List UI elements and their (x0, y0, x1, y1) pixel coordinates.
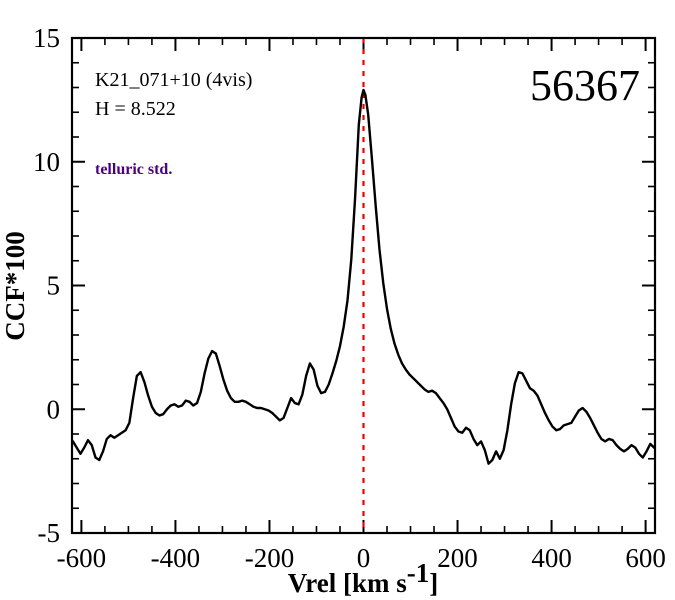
x-tick-label: 600 (625, 543, 666, 573)
axis-ticks (72, 37, 655, 534)
y-tick-label: 0 (47, 394, 61, 424)
epoch-id-label: 56367 (530, 61, 640, 110)
x-tick-label: -200 (245, 543, 295, 573)
y-tick-label: 15 (33, 23, 60, 53)
ccf-data-curve (71, 88, 656, 465)
x-tick-label: 200 (437, 543, 478, 573)
telluric-std-label: telluric std. (95, 161, 172, 178)
magnitude-label: H = 8.522 (95, 98, 176, 120)
axis-tick-labels: -600 -400 -200 0 200 400 600 -5 0 5 10 15 (33, 23, 666, 573)
x-tick-label: 0 (357, 543, 371, 573)
y-tick-label: -5 (38, 518, 61, 548)
x-axis-title-exponent: -1 (407, 558, 430, 588)
plot-frame (70, 36, 657, 535)
target-name-label: K21_071+10 (4vis) (95, 69, 252, 91)
x-tick-label: -400 (151, 543, 201, 573)
x-axis-title-closing: ] (429, 568, 438, 598)
y-tick-label: 5 (47, 271, 61, 301)
y-tick-label: 10 (33, 147, 60, 177)
x-tick-label: -600 (57, 543, 107, 573)
x-tick-label: 400 (531, 543, 572, 573)
y-axis-title: CCF*100 (0, 231, 30, 341)
x-axis-title-main: Vrel [km s (288, 568, 407, 598)
x-axis-title: Vrel [km s-1] (288, 558, 438, 598)
